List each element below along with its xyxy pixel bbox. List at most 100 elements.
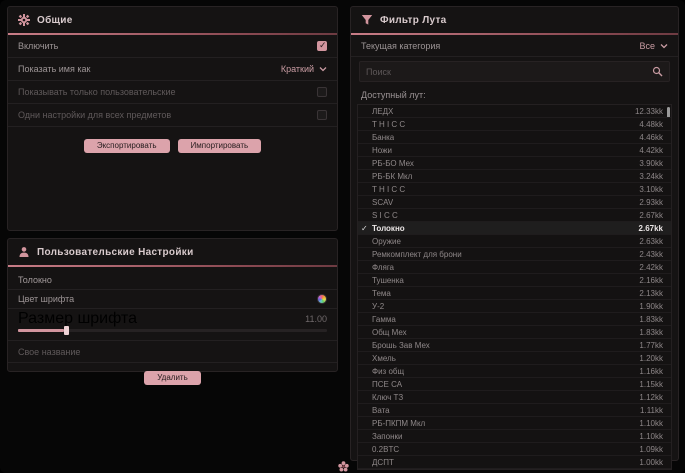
loot-item-value: 2.67kk	[639, 210, 663, 220]
loot-item-name: S I C C	[372, 210, 398, 220]
import-button[interactable]: Импортировать	[177, 139, 262, 153]
slider-thumb[interactable]	[64, 326, 70, 335]
name-mode-dropdown[interactable]: Краткий	[281, 64, 327, 74]
same-settings-checkbox[interactable]	[317, 110, 327, 120]
loot-row[interactable]: ✓ Вата 1.11kk	[358, 404, 671, 417]
category-value: Все	[639, 40, 655, 51]
scrollbar-thumb[interactable]	[667, 107, 670, 118]
loot-item-value: 1.83kk	[639, 314, 663, 324]
loot-item-value: 1.20kk	[639, 353, 663, 363]
loot-row[interactable]: ✓ У-2 1.90kk	[358, 300, 671, 313]
loot-item-name: Фляга	[372, 262, 395, 272]
drag-handle-icon[interactable]	[338, 461, 349, 472]
loot-item-name: РБ-ПКПМ Мкл	[372, 418, 426, 428]
loot-row[interactable]: ✓ Оружие 2.63kk	[358, 235, 671, 248]
loot-item-value: 1.16kk	[639, 366, 663, 376]
loot-row[interactable]: ✓ 0.2BTC 1.09kk	[358, 443, 671, 456]
loot-item-name: РБ-БО Мех	[372, 158, 414, 168]
loot-item-name: Толокно	[372, 223, 405, 233]
custom-settings-header: Пользовательские Настройки	[8, 239, 337, 265]
gear-icon	[18, 14, 30, 26]
loot-row[interactable]: ✓ Тушенка 2.16kk	[358, 274, 671, 287]
loot-item-value: 2.63kk	[639, 236, 663, 246]
loot-row[interactable]: ✓ Хмель 1.20kk	[358, 352, 671, 365]
general-buttons: Экспортировать Импортировать	[8, 139, 337, 153]
loot-item-value: 1.77kk	[639, 340, 663, 350]
font-size-row: Размер шрифта 11.00	[8, 309, 337, 341]
category-dropdown[interactable]: Все	[639, 41, 668, 51]
loot-item-name: 0.2BTC	[372, 444, 400, 454]
loot-item-value: 1.83kk	[639, 327, 663, 337]
font-size-value: 11.00	[305, 314, 327, 324]
only-custom-checkbox[interactable]	[317, 87, 327, 97]
enable-checkbox[interactable]	[317, 40, 327, 51]
loot-row[interactable]: ✓ РБ-ПКПМ Мкл 1.10kk	[358, 417, 671, 430]
name-mode-value: Краткий	[280, 64, 314, 74]
loot-item-name: ДСПТ	[372, 457, 394, 467]
loot-list[interactable]: ✓ ЛЕДХ 12.33kk ✓ T H I C C 4.48kk ✓ Банк…	[357, 104, 672, 470]
loot-item-name: Банка	[372, 132, 395, 142]
loot-item-name: Ножи	[372, 145, 392, 155]
loot-item-value: 1.12kk	[639, 392, 663, 402]
loot-item-value: 1.10kk	[639, 418, 663, 428]
custom-name-input[interactable]: Свое название	[8, 341, 337, 363]
loot-row[interactable]: ✓ Запонки 1.10kk	[358, 430, 671, 443]
search-placeholder: Поиск	[366, 66, 391, 77]
loot-row[interactable]: ✓ ЛЕДХ 12.33kk	[358, 105, 671, 118]
loot-row[interactable]: ✓ РБ-БО Мех 3.90kk	[358, 157, 671, 170]
only-custom-row: Показывать только пользовательские	[8, 81, 337, 104]
font-size-slider[interactable]	[18, 326, 327, 335]
general-panel: Общие Включить Показать имя как Краткий …	[7, 6, 338, 231]
general-header: Общие	[8, 7, 337, 33]
loot-row[interactable]: ✓ Общ Мех 1.83kk	[358, 326, 671, 339]
color-wheel-icon[interactable]	[317, 294, 327, 304]
loot-item-value: 3.24kk	[639, 171, 663, 181]
header-underline	[8, 33, 337, 35]
loot-row[interactable]: ✓ S I C C 2.67kk	[358, 209, 671, 222]
loot-row[interactable]: ✓ Брошь Зав Мех 1.77kk	[358, 339, 671, 352]
loot-item-name: T H I C C	[372, 184, 406, 194]
available-loot-label: Доступный лут:	[361, 90, 426, 100]
loot-item-name: Оружие	[372, 236, 401, 246]
loot-item-name: Гамма	[372, 314, 396, 324]
loot-item-value: 2.16kk	[639, 275, 663, 285]
loot-row[interactable]: ✓ РБ-БК Мкл 3.24kk	[358, 170, 671, 183]
loot-row[interactable]: ✓ Толокно 2.67kk	[358, 222, 671, 235]
loot-item-value: 2.93kk	[639, 197, 663, 207]
loot-item-value: 1.15kk	[639, 379, 663, 389]
loot-filter-panel: Фильтр Лута Текущая категория Все Поиск …	[350, 6, 679, 470]
loot-item-value: 3.10kk	[639, 184, 663, 194]
delete-button[interactable]: Удалить	[144, 371, 201, 385]
slider-fill	[18, 329, 65, 332]
loot-item-value: 2.42kk	[639, 262, 663, 272]
loot-row[interactable]: ✓ Гамма 1.83kk	[358, 313, 671, 326]
loot-row[interactable]: ✓ T H I C C 4.48kk	[358, 118, 671, 131]
loot-item-name: Ремкомплект для брони	[372, 249, 462, 259]
loot-row[interactable]: ✓ Фляга 2.42kk	[358, 261, 671, 274]
loot-item-name: ЛЕДХ	[372, 106, 394, 116]
search-input[interactable]: Поиск	[359, 61, 670, 82]
loot-row[interactable]: ✓ Тема 2.13kk	[358, 287, 671, 300]
loot-row[interactable]: ✓ Ножи 4.42kk	[358, 144, 671, 157]
loot-row[interactable]: ✓ Ключ ТЗ 1.12kk	[358, 391, 671, 404]
font-color-label: Цвет шрифта	[18, 294, 75, 304]
loot-item-name: Хмель	[372, 353, 396, 363]
loot-row[interactable]: ✓ T H I C C 3.10kk	[358, 183, 671, 196]
loot-row[interactable]: ✓ Ремкомплект для брони 2.43kk	[358, 248, 671, 261]
category-row: Текущая категория Все	[351, 35, 678, 57]
loot-row[interactable]: ✓ Банка 4.46kk	[358, 131, 671, 144]
search-icon[interactable]	[652, 66, 663, 77]
loot-row[interactable]: ✓ ДСПТ 1.00kk	[358, 456, 671, 469]
font-color-row[interactable]: Цвет шрифта	[8, 289, 337, 309]
loot-row[interactable]: ✓ SCAV 2.93kk	[358, 196, 671, 209]
loot-row[interactable]: ✓ Физ общ 1.16kk	[358, 365, 671, 378]
loot-item-name: РБ-БК Мкл	[372, 171, 413, 181]
loot-item-value: 2.67kk	[638, 223, 663, 233]
loot-item-name: Ключ ТЗ	[372, 392, 404, 402]
export-button[interactable]: Экспортировать	[83, 139, 170, 153]
only-custom-label: Показывать только пользовательские	[18, 87, 176, 97]
font-size-label: Размер шрифта	[18, 310, 137, 327]
loot-item-value: 3.90kk	[639, 158, 663, 168]
loot-row[interactable]: ✓ ПСЕ СА 1.15kk	[358, 378, 671, 391]
